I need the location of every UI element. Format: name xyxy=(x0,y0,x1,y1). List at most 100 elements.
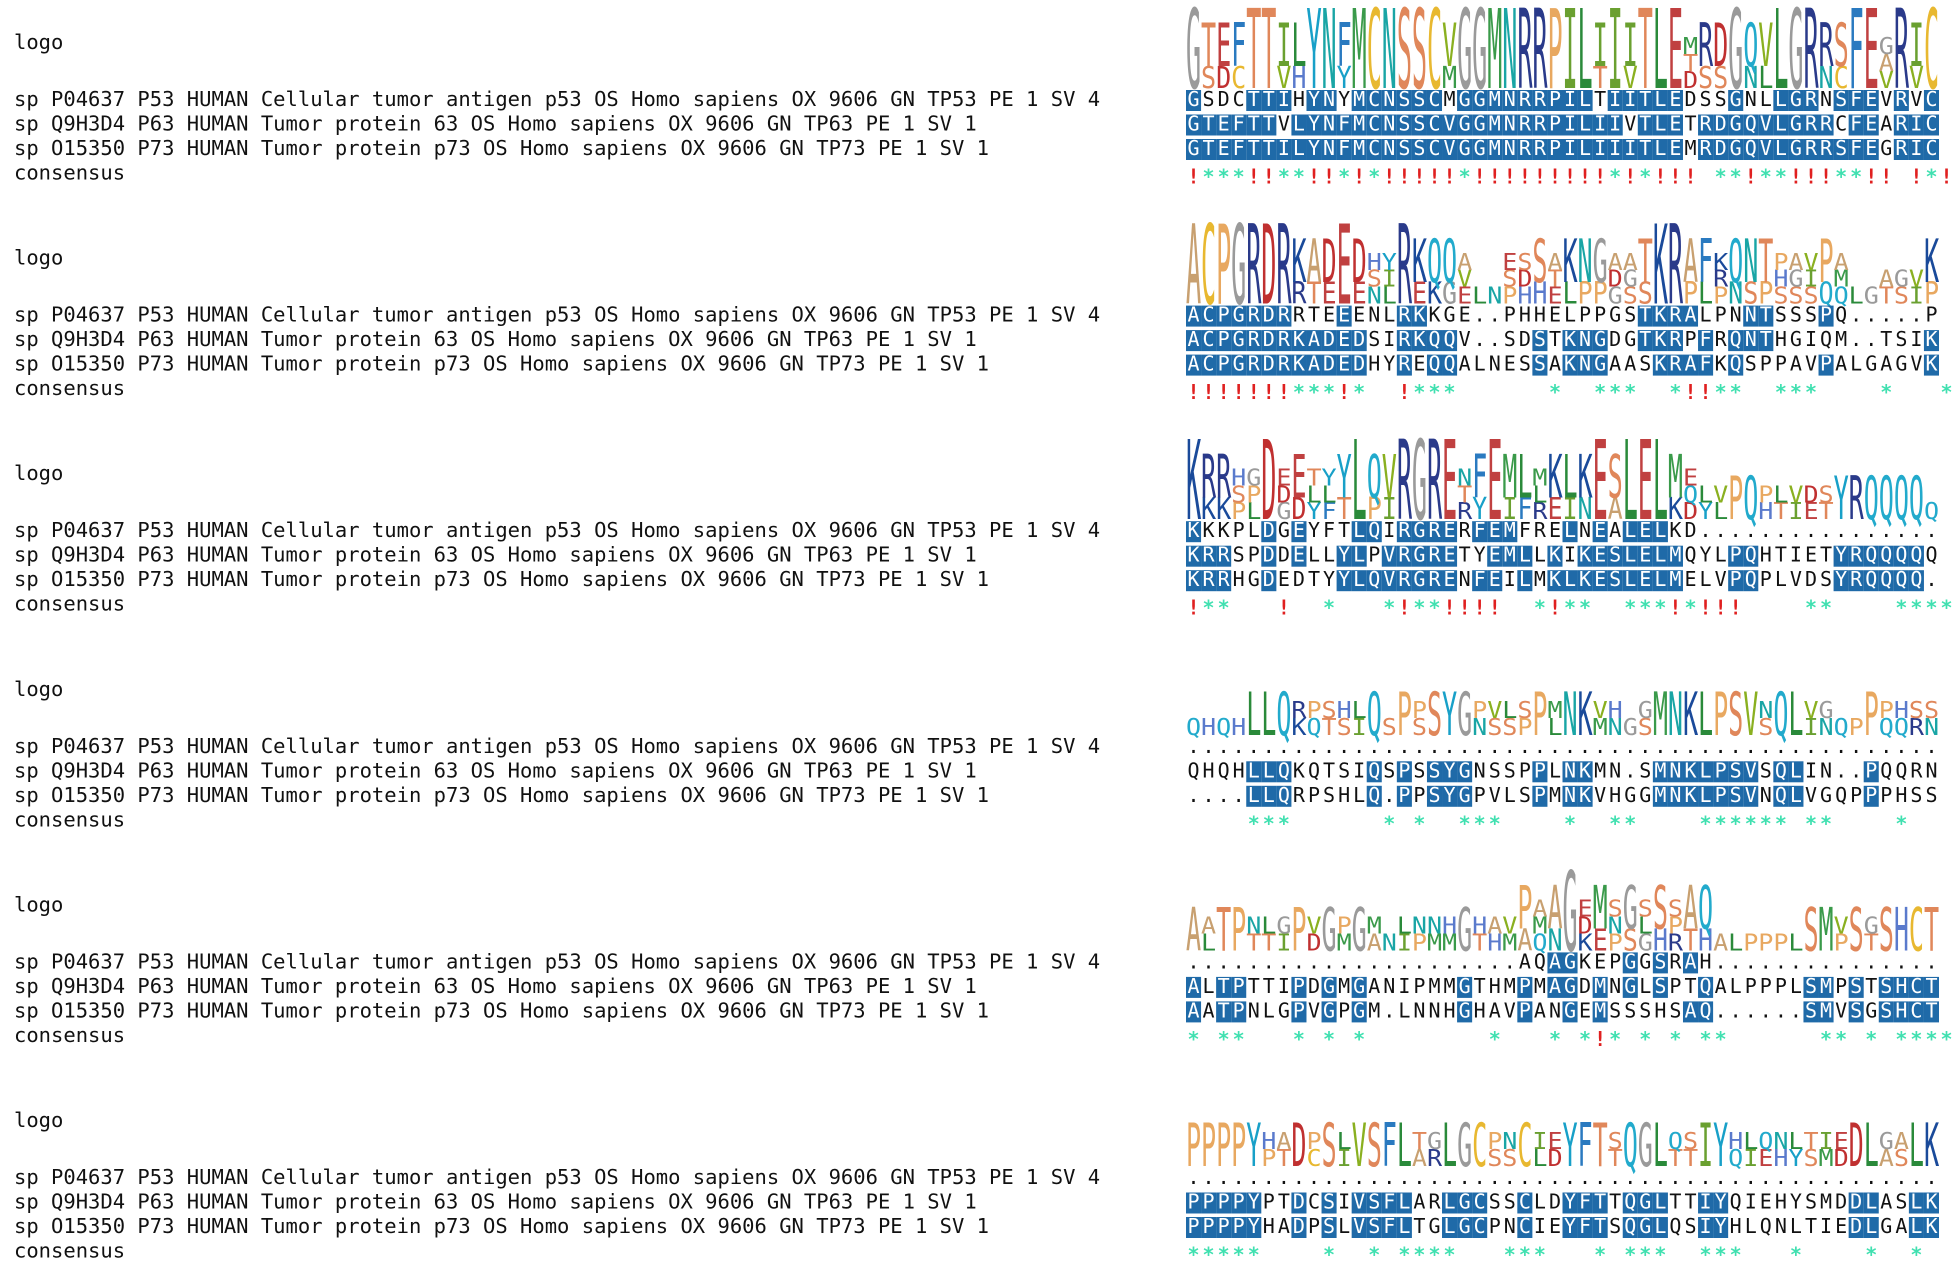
identity-highlight xyxy=(1893,545,1909,567)
identity-highlight xyxy=(1848,114,1864,136)
logo-glyph: A xyxy=(1487,912,1503,939)
logo-glyph: Q xyxy=(1306,714,1321,741)
identity-highlight xyxy=(1442,545,1458,567)
logo-glyph: L xyxy=(1653,417,1668,545)
identity-highlight xyxy=(1351,114,1367,136)
logo-glyph: R xyxy=(1201,443,1216,512)
logo-glyph: S xyxy=(1231,481,1246,508)
logo-glyph: P xyxy=(1819,227,1834,296)
logo-glyph: Q xyxy=(1743,11,1758,80)
logo-glyph: D xyxy=(1517,266,1532,293)
logo-glyph: S xyxy=(1683,1128,1698,1155)
logo-glyph: G xyxy=(1472,0,1487,114)
logo-label: logo xyxy=(14,892,63,916)
logo-glyph: A xyxy=(1834,249,1850,276)
logo-glyph: L xyxy=(1773,0,1788,114)
logo-glyph: S xyxy=(1608,1128,1623,1155)
sequence-name: sp O15350 P73 HUMAN Tumor protein p73 OS… xyxy=(14,783,989,807)
identity-highlight xyxy=(1818,354,1834,376)
identity-highlight xyxy=(1607,139,1623,160)
logo-glyph: L xyxy=(1472,283,1487,310)
logo-glyph: Y xyxy=(1306,0,1321,114)
identity-highlight xyxy=(1457,90,1473,111)
identity-highlight xyxy=(1291,114,1307,136)
logo-glyph: N xyxy=(1578,492,1593,527)
identity-highlight xyxy=(1908,545,1924,567)
identity-highlight xyxy=(1532,354,1548,376)
logo-glyph: K xyxy=(1427,277,1442,312)
identity-highlight xyxy=(1773,139,1789,160)
identity-highlight xyxy=(1246,354,1262,376)
logo-glyph: S xyxy=(1834,11,1849,80)
identity-highlight xyxy=(1667,139,1683,160)
logo-glyph: E xyxy=(1216,11,1231,80)
identity-highlight xyxy=(1652,354,1668,376)
identity-highlight xyxy=(1803,90,1819,111)
sequence-name: sp P04637 P53 HUMAN Cellular tumor antig… xyxy=(14,87,1100,111)
logo-glyph: Q xyxy=(1668,1128,1683,1155)
logo-glyph: G xyxy=(1819,697,1834,724)
logo-glyph: L xyxy=(1502,697,1517,724)
logo-glyph: I xyxy=(1563,492,1578,527)
identity-highlight xyxy=(1306,139,1322,160)
logo-glyph: A xyxy=(1276,1128,1292,1155)
identity-highlight xyxy=(1682,305,1699,327)
identity-highlight xyxy=(1728,139,1744,160)
logo-glyph: P xyxy=(1879,697,1894,724)
identity-highlight xyxy=(1592,330,1608,352)
identity-highlight xyxy=(1637,139,1653,160)
identity-highlight xyxy=(1547,90,1563,111)
logo-glyph: S xyxy=(1502,266,1517,293)
consensus-label: consensus xyxy=(14,592,125,616)
identity-highlight xyxy=(1517,545,1533,567)
identity-highlight xyxy=(1577,545,1593,567)
logo-glyph: Y xyxy=(1337,443,1352,512)
logo-glyph: P xyxy=(1517,714,1532,741)
sequence-name: sp P04637 P53 HUMAN Cellular tumor antig… xyxy=(14,734,1100,758)
sequence-name: sp O15350 P73 HUMAN Tumor protein p73 OS… xyxy=(14,352,989,376)
identity-highlight xyxy=(1863,139,1879,160)
identity-highlight xyxy=(1547,570,1563,592)
sequence-name: sp Q9H3D4 P63 HUMAN Tumor protein 63 OS … xyxy=(14,974,977,998)
logo-glyph: S xyxy=(1487,714,1502,741)
logo-glyph: V xyxy=(1803,249,1818,276)
logo-glyph: T xyxy=(1201,11,1216,80)
logo-glyph: N xyxy=(1773,1128,1788,1155)
logo-glyph: F xyxy=(1517,492,1532,527)
identity-highlight xyxy=(1426,521,1443,543)
logo-glyph: A xyxy=(1683,227,1698,296)
logo-glyph: N xyxy=(1502,1128,1517,1155)
identity-highlight xyxy=(1426,114,1443,136)
logo-glyph: R xyxy=(1713,266,1729,293)
identity-highlight xyxy=(1607,545,1623,567)
logo-glyph: Q xyxy=(1186,714,1201,741)
logo-glyph: L xyxy=(1337,1128,1352,1155)
logo-glyph: G xyxy=(1608,283,1623,310)
logo-glyph: Q xyxy=(1909,464,1924,533)
logo-glyph: E xyxy=(1291,443,1306,512)
identity-highlight xyxy=(1336,570,1352,592)
logo-glyph: G xyxy=(1276,912,1291,939)
logo-glyph: Q xyxy=(1427,227,1442,296)
identity-highlight xyxy=(1517,114,1533,136)
identity-highlight xyxy=(1216,330,1232,352)
logo-glyph: S xyxy=(1713,61,1728,96)
logo-glyph: D xyxy=(1683,498,1698,525)
identity-highlight xyxy=(1758,330,1774,352)
identity-highlight xyxy=(1186,354,1202,376)
logo-glyph: Y xyxy=(1472,492,1487,527)
identity-highlight xyxy=(1592,139,1608,160)
logo-glyph: I xyxy=(1819,1128,1834,1155)
identity-highlight xyxy=(1713,139,1729,160)
logo-glyph: P xyxy=(1216,202,1231,330)
logo-glyph: K xyxy=(1653,202,1668,330)
identity-highlight xyxy=(1472,570,1488,592)
logo-glyph: P xyxy=(1758,481,1773,508)
logo-glyph: E xyxy=(1442,417,1457,545)
